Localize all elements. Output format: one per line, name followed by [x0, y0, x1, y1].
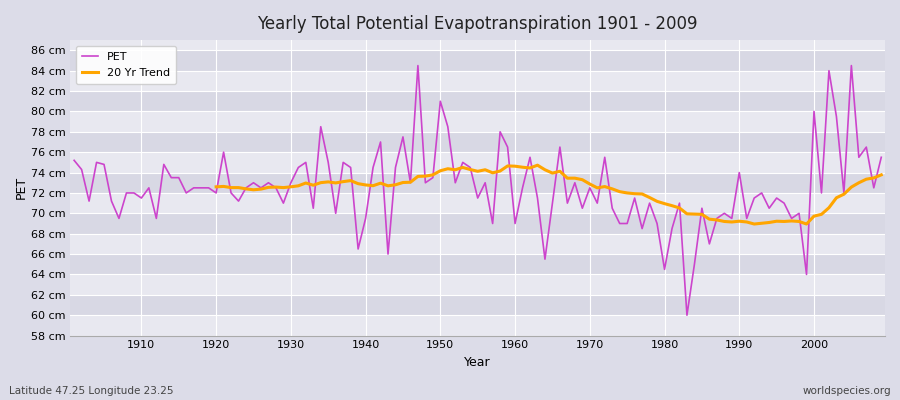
20 Yr Trend: [778, 219, 789, 224]
Bar: [70, 172, 885, 193]
PET: [292, 165, 303, 170]
X-axis label: Year: Year: [464, 356, 491, 369]
Text: Latitude 47.25 Longitude 23.25: Latitude 47.25 Longitude 23.25: [9, 386, 174, 396]
Bar: [70, 254, 885, 274]
Title: Yearly Total Potential Evapotranspiration 1901 - 2009: Yearly Total Potential Evapotranspiratio…: [257, 15, 698, 33]
PET: [681, 313, 692, 318]
20 Yr Trend: [301, 181, 311, 186]
Bar: [70, 193, 885, 213]
Bar: [70, 213, 885, 234]
Bar: [70, 315, 885, 336]
Y-axis label: PET: PET: [15, 176, 28, 200]
PET: [876, 155, 886, 160]
Line: 20 Yr Trend: 20 Yr Trend: [216, 165, 881, 224]
20 Yr Trend: [861, 177, 872, 182]
20 Yr Trend: [412, 174, 423, 179]
Bar: [70, 295, 885, 315]
20 Yr Trend: [794, 219, 805, 224]
Bar: [70, 152, 885, 172]
PET: [338, 160, 348, 165]
20 Yr Trend: [749, 222, 760, 226]
Bar: [70, 234, 885, 254]
PET: [412, 63, 423, 68]
PET: [607, 206, 617, 211]
PET: [509, 221, 520, 226]
Legend: PET, 20 Yr Trend: PET, 20 Yr Trend: [76, 46, 176, 84]
Line: PET: PET: [74, 66, 881, 315]
Bar: [70, 71, 885, 91]
20 Yr Trend: [681, 212, 692, 216]
Text: worldspecies.org: worldspecies.org: [803, 386, 891, 396]
Bar: [70, 40, 885, 50]
PET: [129, 190, 140, 195]
20 Yr Trend: [532, 163, 543, 168]
Bar: [70, 132, 885, 152]
Bar: [70, 50, 885, 71]
20 Yr Trend: [876, 172, 886, 177]
20 Yr Trend: [211, 184, 221, 189]
Bar: [70, 91, 885, 112]
Bar: [70, 274, 885, 295]
PET: [68, 158, 79, 163]
Bar: [70, 112, 885, 132]
PET: [518, 186, 528, 190]
